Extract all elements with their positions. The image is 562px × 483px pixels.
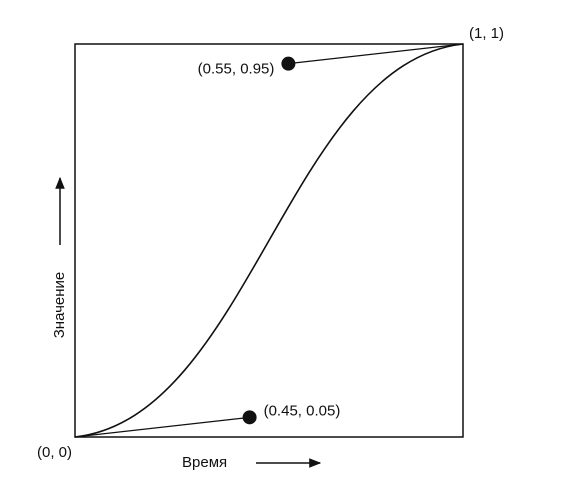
control-point	[242, 410, 257, 425]
control-point	[281, 56, 296, 71]
x-axis-label: Время	[182, 454, 227, 471]
frame	[74, 43, 464, 438]
point-label: (0.45, 0.05)	[264, 402, 341, 419]
point-label: (0.55, 0.95)	[198, 61, 275, 78]
y-axis-label: Значение	[51, 272, 68, 339]
control-line	[74, 416, 250, 438]
bezier-curve	[74, 43, 464, 438]
point-label: (0, 0)	[37, 444, 72, 461]
point-label: (1, 1)	[469, 25, 504, 42]
control-line	[288, 43, 464, 65]
